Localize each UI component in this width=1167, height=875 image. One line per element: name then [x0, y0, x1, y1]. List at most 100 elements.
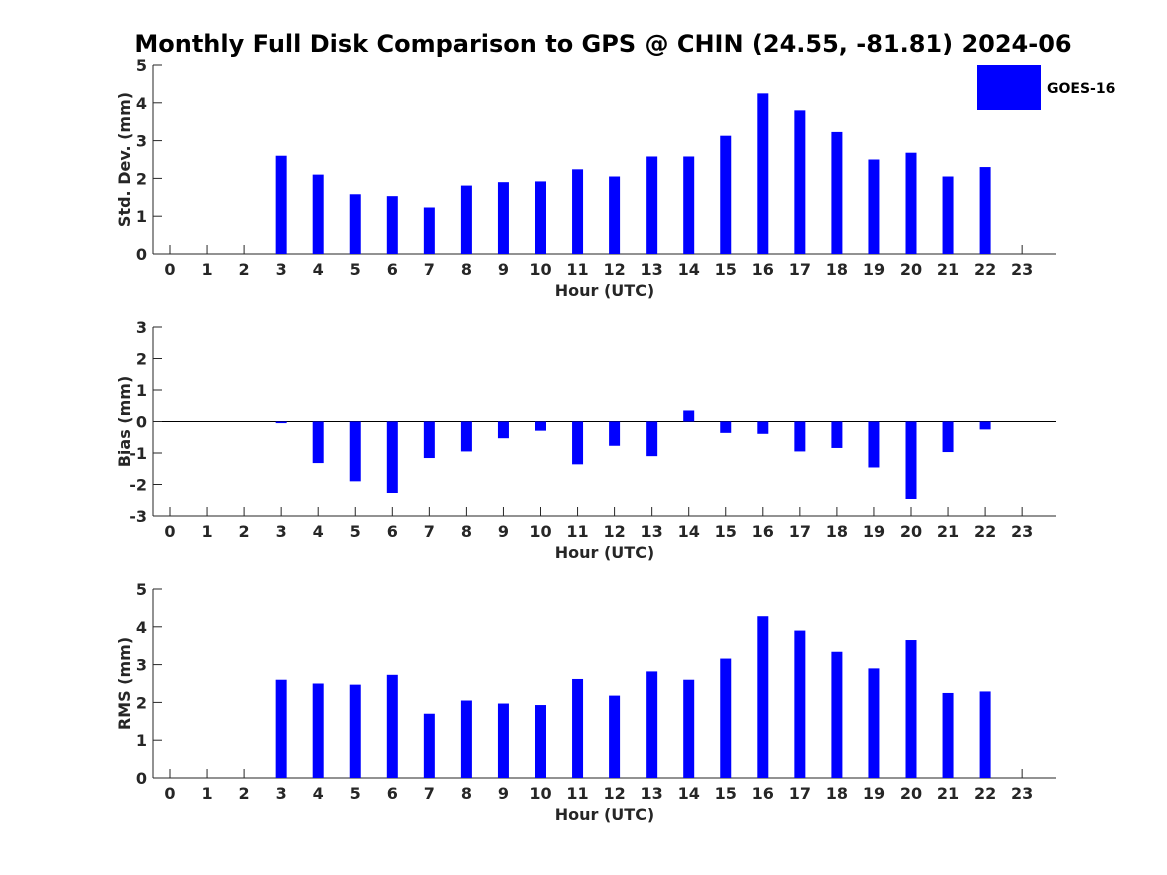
rms-bar-hour-19: [868, 668, 880, 778]
bias-bar-hour-5: [349, 421, 361, 482]
bias-bar-hour-9: [497, 421, 509, 439]
bias-x-tick-label: 22: [974, 522, 996, 541]
std-dev-x-tick-label: 17: [789, 260, 811, 279]
bias-x-tick-label: 17: [789, 522, 811, 541]
rms-x-tick-label: 2: [239, 784, 250, 803]
bias-bar-hour-22: [979, 421, 991, 430]
bias-x-axis-label: Hour (UTC): [555, 543, 655, 562]
std-dev-bar-hour-7: [423, 207, 435, 254]
rms-x-tick-label: 12: [603, 784, 625, 803]
bias-x-tick-label: 7: [424, 522, 435, 541]
bias-x-tick-label: 9: [498, 522, 509, 541]
rms-bar-hour-13: [646, 671, 658, 778]
bias-x-tick-label: 13: [641, 522, 663, 541]
legend-label: GOES-16: [1047, 81, 1115, 97]
rms-x-tick-label: 4: [313, 784, 324, 803]
std-dev-x-tick-label: 14: [678, 260, 700, 279]
rms-bar-hour-4: [312, 683, 324, 778]
bias-y-axis-label: Bias (mm): [115, 376, 134, 468]
rms-y-tick-label: 2: [136, 693, 147, 712]
bias-bar-hour-4: [312, 421, 324, 464]
rms-bar-hour-20: [905, 640, 917, 778]
rms-y-axis-label: RMS (mm): [115, 637, 134, 730]
std-dev-x-tick-label: 2: [239, 260, 250, 279]
bias-y-tick-label: 2: [136, 350, 147, 369]
rms-x-tick-label: 6: [387, 784, 398, 803]
rms-bar-hour-8: [460, 700, 472, 778]
rms-bar-hour-12: [609, 695, 621, 778]
bias-y-tick-label: 1: [136, 381, 147, 400]
bias-bar-hour-11: [572, 421, 584, 465]
bias-bar-hour-13: [646, 421, 658, 457]
bias-bar-hour-7: [423, 421, 435, 459]
bias-x-tick-label: 1: [201, 522, 212, 541]
std-dev-x-tick-label: 6: [387, 260, 398, 279]
legend: GOES-16: [977, 65, 1115, 110]
std-dev-bar-hour-22: [979, 167, 991, 254]
rms-x-tick-label: 11: [566, 784, 588, 803]
std-dev-x-tick-label: 16: [752, 260, 774, 279]
std-dev-y-tick-label: 1: [136, 207, 147, 226]
std-dev-x-tick-label: 11: [566, 260, 588, 279]
std-dev-x-tick-label: 9: [498, 260, 509, 279]
bias-bar-hour-18: [831, 421, 843, 448]
rms-bar-hour-9: [497, 703, 509, 778]
bias-x-tick-label: 15: [715, 522, 737, 541]
rms-x-tick-label: 7: [424, 784, 435, 803]
bias-bar-hour-21: [942, 421, 954, 453]
rms-y-tick-label: 0: [136, 769, 147, 788]
bias-x-tick-label: 8: [461, 522, 472, 541]
bias-y-tick-label: 3: [136, 318, 147, 337]
rms-x-tick-label: 23: [1011, 784, 1033, 803]
std-dev-x-tick-label: 18: [826, 260, 848, 279]
bias-bar-hour-8: [460, 421, 472, 452]
rms-x-axis-label: Hour (UTC): [555, 805, 655, 824]
std-dev-x-tick-label: 12: [603, 260, 625, 279]
rms-bar-hour-3: [275, 679, 287, 778]
bias-y-tick-label: -2: [129, 476, 147, 495]
rms-bar-hour-14: [683, 679, 695, 778]
std-dev-x-tick-label: 21: [937, 260, 959, 279]
bias-x-tick-label: 14: [678, 522, 700, 541]
rms-x-tick-label: 5: [350, 784, 361, 803]
rms-y-tick-label: 5: [136, 580, 147, 599]
bias-x-tick-label: 4: [313, 522, 324, 541]
std-dev-x-tick-label: 13: [641, 260, 663, 279]
std-dev-bar-hour-9: [497, 182, 509, 254]
rms-x-tick-label: 20: [900, 784, 922, 803]
std-dev-bar-hour-10: [535, 181, 546, 254]
std-dev-bar-hour-17: [794, 110, 806, 254]
bias-x-tick-label: 18: [826, 522, 848, 541]
std-dev-x-tick-label: 0: [164, 260, 175, 279]
rms-x-tick-label: 21: [937, 784, 959, 803]
std-dev-bar-hour-6: [386, 196, 398, 254]
bias-bar-hour-15: [720, 421, 732, 433]
bias-bar-hour-6: [386, 421, 398, 494]
bias-bar-hour-20: [905, 421, 917, 499]
std-dev-bar-hour-3: [275, 155, 287, 254]
rms-x-tick-label: 0: [164, 784, 175, 803]
rms-x-tick-label: 13: [641, 784, 663, 803]
rms-bar-hour-22: [979, 691, 991, 778]
std-dev-x-tick-label: 4: [313, 260, 324, 279]
bias-x-tick-label: 11: [566, 522, 588, 541]
std-dev-bar-hour-19: [868, 159, 880, 254]
rms-x-tick-label: 22: [974, 784, 996, 803]
bias-x-tick-label: 2: [239, 522, 250, 541]
bias-y-tick-label: 0: [136, 413, 147, 432]
bias-bar-hour-10: [535, 421, 546, 431]
rms-bar-hour-21: [942, 692, 954, 778]
std-dev-bar-hour-4: [312, 174, 324, 254]
rms-y-tick-label: 3: [136, 656, 147, 675]
std-dev-bar-hour-18: [831, 131, 843, 254]
rms-bar-hour-11: [572, 678, 584, 778]
rms-x-tick-label: 17: [789, 784, 811, 803]
rms-y-tick-label: 1: [136, 731, 147, 750]
std-dev-x-tick-label: 20: [900, 260, 922, 279]
bias-y-tick-label: -3: [129, 507, 147, 526]
std-dev-x-tick-label: 15: [715, 260, 737, 279]
std-dev-x-tick-label: 22: [974, 260, 996, 279]
bias-bar-hour-16: [757, 421, 769, 434]
